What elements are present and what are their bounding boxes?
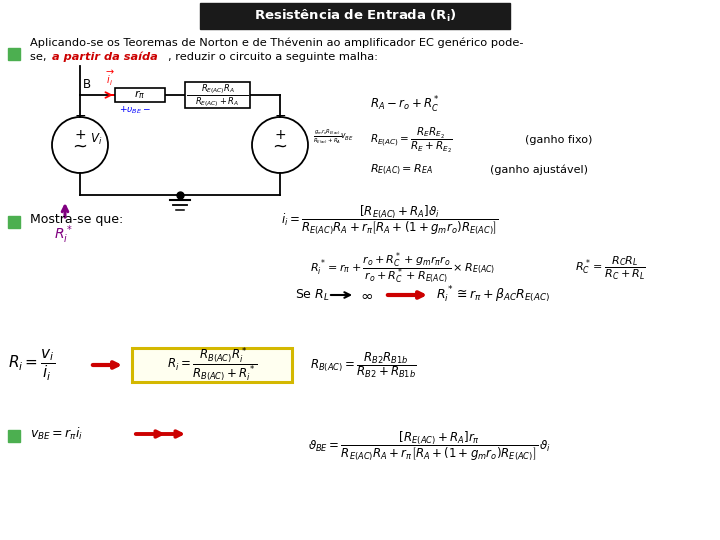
Text: ~: ~: [272, 138, 287, 156]
Text: $\frac{g_m r_o R_{E(ac)}}{R_{E(ac)}+R_A}v_{BE}$: $\frac{g_m r_o R_{E(ac)}}{R_{E(ac)}+R_A}…: [313, 128, 354, 146]
Text: +: +: [274, 128, 286, 142]
Text: $R_{E(AC)}+R_A$: $R_{E(AC)}+R_A$: [195, 95, 240, 109]
Text: −: −: [74, 109, 86, 123]
Text: $R_{E(AC)} = R_{EA}$: $R_{E(AC)} = R_{EA}$: [370, 163, 433, 177]
Text: $R_i = \dfrac{v_i}{i_i}$: $R_i = \dfrac{v_i}{i_i}$: [8, 347, 55, 382]
Bar: [185, 82, 250, 108]
Text: $R_i^* \cong r_\pi + \beta_{AC} R_{E(AC)}$: $R_i^* \cong r_\pi + \beta_{AC} R_{E(AC)…: [436, 285, 550, 305]
Text: (ganho fixo): (ganho fixo): [525, 135, 593, 145]
Text: $\mathbf{Resistência\ de\ Entrada\ (R_i)}$: $\mathbf{Resistência\ de\ Entrada\ (R_i)…: [253, 8, 456, 24]
Text: $R_i = \dfrac{R_{B(AC)} R_i^*}{R_{B(AC)} + R_i^*}$: $R_i = \dfrac{R_{B(AC)} R_i^*}{R_{B(AC)}…: [167, 346, 257, 384]
Text: $R_i^*$: $R_i^*$: [53, 223, 73, 246]
Text: $r_\pi$: $r_\pi$: [135, 89, 145, 102]
Text: $\vartheta_{BE} = \dfrac{\left[R_{E(AC)} + R_A\right]r_\pi}{R_{E(AC)}R_A + r_\pi: $\vartheta_{BE} = \dfrac{\left[R_{E(AC)}…: [308, 429, 552, 463]
Text: $R_A - r_o + R_C^*$: $R_A - r_o + R_C^*$: [370, 95, 440, 115]
Text: +: +: [74, 128, 86, 142]
Text: $R_i^* = r_\pi + \dfrac{r_o + R_C^* + g_m r_\pi r_o}{r_o + R_C^* + R_{E(AC)}} \t: $R_i^* = r_\pi + \dfrac{r_o + R_C^* + g_…: [310, 250, 495, 286]
Text: (ganho ajustável): (ganho ajustável): [490, 165, 588, 176]
Text: $R_{E(AC)} = \dfrac{R_E R_{E_2}}{R_E + R_{E_2}}$: $R_{E(AC)} = \dfrac{R_E R_{E_2}}{R_E + R…: [370, 125, 453, 154]
Text: $i_i = \dfrac{\left[R_{E(AC)} + R_A\right]\vartheta_i}{R_{E(AC)}R_A + r_\pi\left: $i_i = \dfrac{\left[R_{E(AC)} + R_A\righ…: [282, 203, 499, 237]
Text: $+\upsilon_{BE}-$: $+\upsilon_{BE}-$: [120, 105, 150, 117]
Text: $V_i$: $V_i$: [90, 131, 102, 146]
Text: $R_{E(AC)}R_A$: $R_{E(AC)}R_A$: [201, 82, 235, 96]
Text: se,: se,: [30, 52, 50, 62]
Text: −: −: [274, 109, 286, 123]
Text: $\overrightarrow{i_i}$: $\overrightarrow{i_i}$: [106, 69, 115, 88]
Bar: [115, 88, 165, 102]
Text: ~: ~: [73, 138, 88, 156]
Text: $R_{B(AC)} = \dfrac{R_{B2} R_{B1b}}{R_{B2} + R_{B1b}}$: $R_{B(AC)} = \dfrac{R_{B2} R_{B1b}}{R_{B…: [310, 350, 417, 380]
Text: $R_C^* = \dfrac{R_C R_L}{R_C + R_L}$: $R_C^* = \dfrac{R_C R_L}{R_C + R_L}$: [575, 254, 645, 281]
Text: a partir da saída: a partir da saída: [52, 52, 158, 62]
Text: B: B: [83, 78, 91, 91]
Text: Mostra-se que:: Mostra-se que:: [30, 213, 123, 226]
Bar: [132, 348, 292, 382]
Text: $\infty$: $\infty$: [360, 287, 373, 302]
Bar: [8, 48, 20, 60]
Bar: [200, 3, 510, 29]
Text: $v_{BE} = r_\pi i_i$: $v_{BE} = r_\pi i_i$: [30, 426, 84, 442]
Text: Aplicando-se os Teoremas de Norton e de Thévenin ao amplificador EC genérico pod: Aplicando-se os Teoremas de Norton e de …: [30, 38, 523, 48]
Text: Se $R_L$: Se $R_L$: [295, 287, 330, 302]
Bar: [8, 430, 20, 442]
Bar: [8, 216, 20, 228]
Text: , reduzir o circuito a seguinte malha:: , reduzir o circuito a seguinte malha:: [168, 52, 378, 62]
